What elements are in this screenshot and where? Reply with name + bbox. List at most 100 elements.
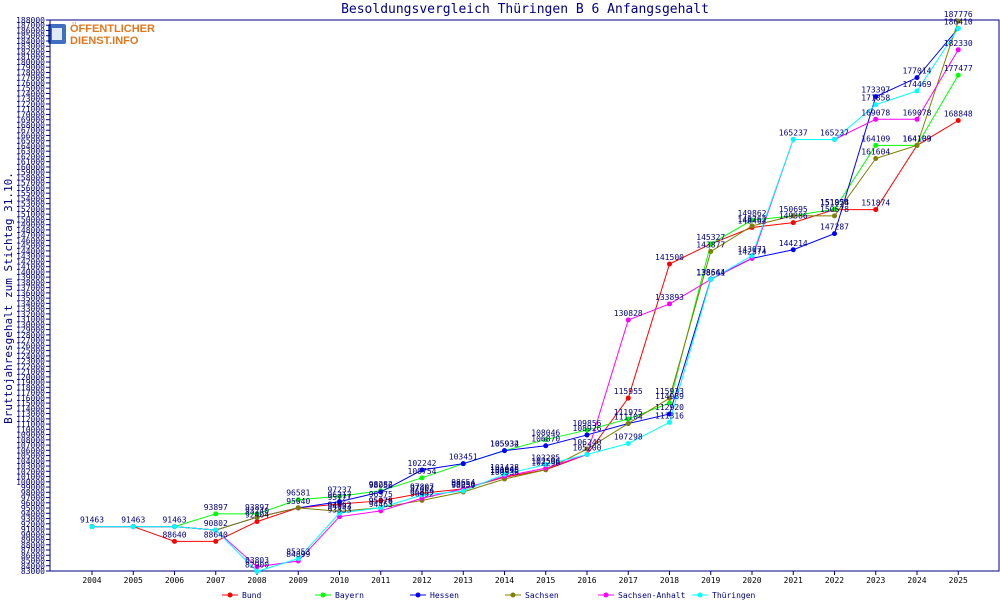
y-tick-label: 138000 <box>16 278 45 287</box>
y-tick-label: 102000 <box>16 467 45 476</box>
data-label: 133893 <box>655 293 684 302</box>
y-tick-label: 153000 <box>16 200 45 209</box>
y-tick-label: 164000 <box>16 142 45 151</box>
data-label: 186410 <box>944 17 973 26</box>
data-point <box>667 395 672 401</box>
data-point <box>543 465 549 471</box>
data-label: 164109 <box>903 134 932 143</box>
y-tick-label: 145000 <box>16 242 45 251</box>
data-label: 88640 <box>162 530 186 539</box>
y-tick-label: 88000 <box>21 541 45 550</box>
x-tick-label: 2004 <box>82 576 101 585</box>
y-tick-label: 92000 <box>21 520 45 529</box>
y-tick-label: 163000 <box>16 147 45 156</box>
y-tick-label: 175000 <box>16 84 45 93</box>
series-line <box>92 74 959 528</box>
y-tick-label: 96000 <box>21 499 45 508</box>
logo-line-2: DIENST.INFO <box>70 35 139 47</box>
y-tick-label: 174000 <box>16 89 45 98</box>
data-label: 95076 <box>369 497 393 506</box>
y-tick-label: 110000 <box>16 425 45 434</box>
data-point <box>955 72 961 78</box>
y-tick-label: 83000 <box>21 567 45 576</box>
y-tick-label: 116000 <box>16 394 45 403</box>
data-label: 96581 <box>286 489 310 498</box>
y-tick-label: 155000 <box>16 189 45 198</box>
data-label: 148462 <box>738 216 767 225</box>
data-point <box>790 136 796 142</box>
y-tick-label: 180000 <box>16 58 45 67</box>
legend-swatch-point <box>603 592 609 598</box>
data-point <box>419 492 425 498</box>
data-label: 109856 <box>573 419 602 428</box>
data-point <box>378 498 384 504</box>
series-lines <box>89 18 961 575</box>
y-tick-label: 188000 <box>16 16 45 25</box>
y-tick-label: 181000 <box>16 53 45 62</box>
data-label: 149386 <box>779 212 808 221</box>
data-label: 100896 <box>490 466 519 475</box>
data-point <box>460 461 466 467</box>
data-label: 95777 <box>327 493 351 502</box>
y-tick-label: 148000 <box>16 226 45 235</box>
y-tick-label: 184000 <box>16 37 45 46</box>
data-label: 103285 <box>531 454 560 463</box>
y-tick-label: 91000 <box>21 525 45 534</box>
y-tick-label: 154000 <box>16 194 45 203</box>
data-label: 91463 <box>80 516 104 525</box>
y-tick-label: 169000 <box>16 116 45 125</box>
y-tick-label: 120000 <box>16 373 45 382</box>
y-tick-label: 168000 <box>16 121 45 130</box>
data-label: 187776 <box>944 10 973 19</box>
legend-swatch-point <box>415 592 421 598</box>
x-tick-label: 2023 <box>866 576 885 585</box>
legend-label: Sachsen <box>525 591 559 600</box>
data-label: 130828 <box>614 309 643 318</box>
data-point <box>337 510 342 516</box>
data-label: 111104 <box>614 413 643 422</box>
y-tick-label: 124000 <box>16 352 45 361</box>
x-tick-label: 2011 <box>371 576 390 585</box>
y-tick-label: 95000 <box>21 504 45 513</box>
y-tick-label: 90000 <box>21 530 45 539</box>
data-point <box>873 156 879 162</box>
x-tick-label: 2016 <box>577 576 596 585</box>
y-tick-label: 135000 <box>16 294 45 303</box>
series-line <box>92 49 959 568</box>
data-point <box>667 419 672 425</box>
legend-swatch-point <box>697 592 703 598</box>
data-label: 93897 <box>204 503 228 512</box>
data-point <box>254 514 260 520</box>
y-tick-label: 126000 <box>16 341 45 350</box>
series-line <box>92 28 959 531</box>
data-label: 91463 <box>162 516 186 525</box>
data-label: 95040 <box>286 497 310 506</box>
data-label: 88640 <box>204 530 228 539</box>
data-label: 111316 <box>655 411 684 420</box>
data-label: 147287 <box>820 223 849 232</box>
y-tick-label: 130000 <box>16 320 45 329</box>
legend-swatch-point <box>320 592 326 598</box>
x-tick-label: 2014 <box>495 576 514 585</box>
y-tick-label: 125000 <box>16 347 45 356</box>
y-tick-label: 109000 <box>16 431 45 440</box>
y-tick-label: 105000 <box>16 452 45 461</box>
data-label: 144214 <box>779 239 808 248</box>
data-point <box>749 217 755 223</box>
y-tick-label: 151000 <box>16 210 45 219</box>
data-label: 94463 <box>369 500 393 509</box>
data-label: 168848 <box>944 110 973 119</box>
data-point <box>337 499 342 505</box>
data-point <box>790 247 796 253</box>
series-line <box>92 28 959 573</box>
y-tick-label: 176000 <box>16 79 45 88</box>
x-tick-label: 2017 <box>619 576 638 585</box>
y-tick-label: 141000 <box>16 263 45 272</box>
y-tick-label: 165000 <box>16 137 45 146</box>
data-point <box>213 511 219 517</box>
legend-label: Bund <box>242 591 261 600</box>
data-label: 94033 <box>327 502 351 511</box>
y-tick-label: 147000 <box>16 231 45 240</box>
data-point <box>625 317 631 323</box>
